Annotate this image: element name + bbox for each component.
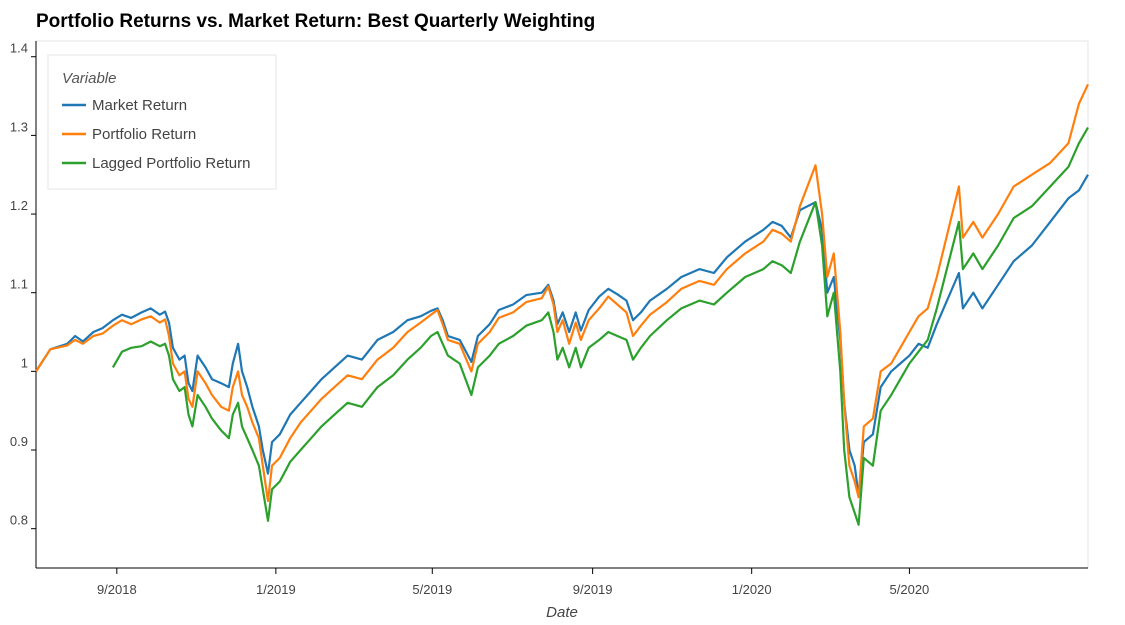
legend-label-market-return: Market Return <box>92 97 187 114</box>
legend-title: Variable <box>62 70 116 87</box>
y-tick-label: 1 <box>21 355 28 370</box>
y-tick-label: 1.3 <box>10 119 28 134</box>
x-tick-label: 1/2020 <box>732 582 772 597</box>
x-tick-label: 5/2020 <box>890 582 930 597</box>
legend: Variable Market Return Portfolio Return La… <box>47 54 277 190</box>
x-axis-label: Date <box>546 604 578 621</box>
y-tick-label: 0.8 <box>10 513 28 528</box>
series-line-market-return <box>35 174 1089 497</box>
y-tick-label: 1.2 <box>10 198 28 213</box>
legend-box <box>47 54 277 190</box>
series-line-lagged-portfolio-return <box>111 126 1089 526</box>
series-line-portfolio-return <box>35 83 1089 503</box>
chart-title: Portfolio Returns vs. Market Return: Bes… <box>36 11 596 32</box>
x-axis-ticks: 9/2018 1/2019 5/2019 9/2019 1/2020 5/2020 <box>97 568 929 597</box>
y-tick-label: 1.1 <box>10 277 28 292</box>
x-tick-label: 5/2019 <box>412 582 452 597</box>
y-tick-label: 0.9 <box>10 434 28 449</box>
series-lines <box>35 83 1089 526</box>
y-axis-ticks: 0.8 0.9 1 1.1 1.2 1.3 1.4 <box>10 41 36 530</box>
x-tick-label: 9/2019 <box>573 582 613 597</box>
legend-label-portfolio-return: Portfolio Return <box>92 126 196 143</box>
y-tick-label: 1.4 <box>10 41 28 56</box>
x-tick-label: 9/2018 <box>97 582 137 597</box>
x-tick-label: 1/2019 <box>256 582 296 597</box>
legend-label-lagged-portfolio-return: Lagged Portfolio Return <box>92 155 250 172</box>
